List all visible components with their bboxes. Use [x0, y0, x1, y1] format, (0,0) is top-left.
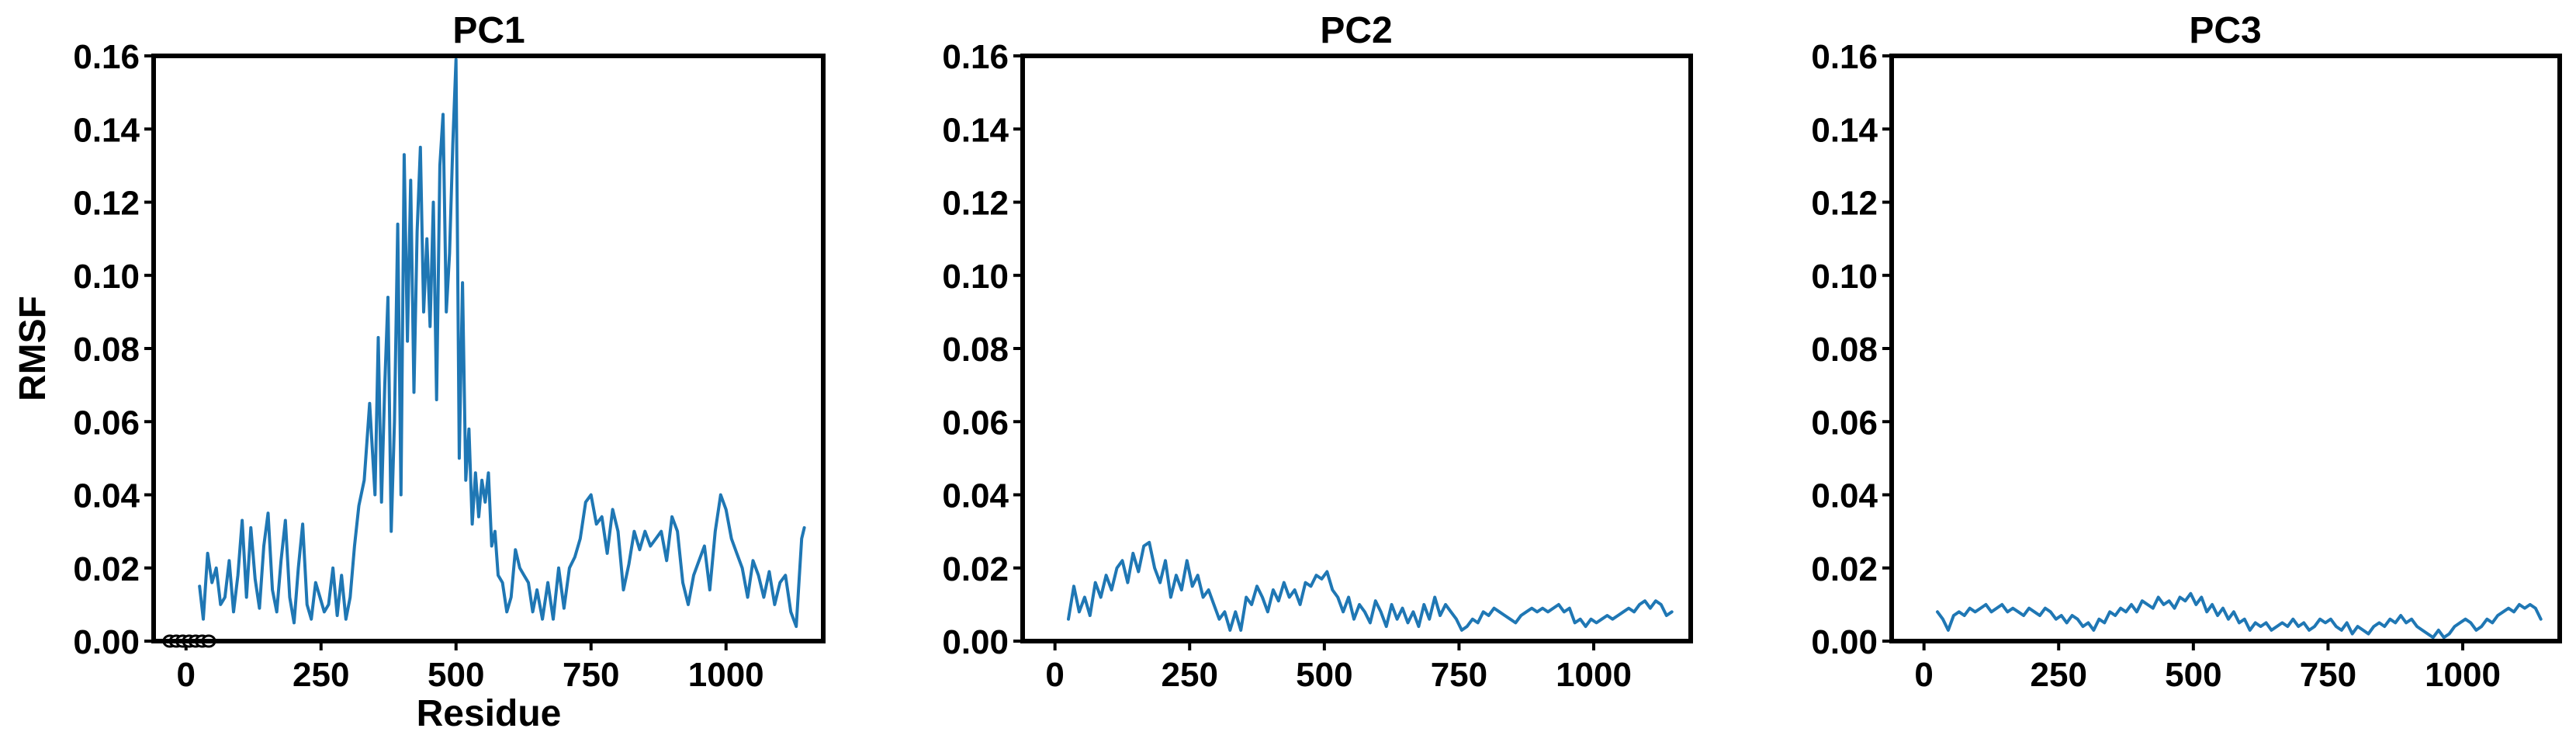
chart-panel-pc2: PC2 0 250 500 750 1000 0.00 0.02 0.04 0.06 0.08 0.… [942, 10, 1693, 694]
y-tick-label: 0.10 [942, 258, 1009, 296]
y-tick-label: 0.10 [73, 258, 140, 296]
plot-frame [151, 54, 826, 643]
chart-panel-pc3: PC3 0 250 500 750 1000 0.00 0.02 0.04 0.06 0.08 0.… [1811, 10, 2562, 694]
x-tick-label: 1000 [2425, 656, 2501, 694]
y-tick-label: 0.12 [942, 185, 1009, 223]
x-tick-label: 500 [428, 656, 484, 694]
axis-ticks: 0 250 500 750 1000 0.00 0.02 0.04 0.06 0.08 0.10 0.… [1811, 38, 2501, 694]
x-tick-label: 750 [1431, 656, 1487, 694]
y-tick-label: 0.00 [1811, 623, 1878, 661]
y-tick-label: 0.06 [1811, 404, 1878, 442]
data-marks [1067, 540, 1674, 632]
x-tick-label: 500 [2165, 656, 2221, 694]
y-tick-label: 0.12 [1811, 185, 1878, 223]
y-tick-label: 0.16 [942, 38, 1009, 76]
y-tick-label: 0.00 [942, 623, 1009, 661]
y-tick-label: 0.14 [1811, 111, 1878, 149]
x-tick-label: 500 [1296, 656, 1352, 694]
y-tick-label: 0.14 [942, 111, 1009, 149]
x-tick-label: 1000 [1556, 656, 1632, 694]
y-tick-label: 0.08 [1811, 331, 1878, 369]
y-tick-label: 0.04 [942, 477, 1009, 515]
plot-frame [1889, 54, 2562, 643]
chart-title: PC2 [1320, 10, 1392, 51]
x-tick-label: 1000 [688, 656, 764, 694]
x-tick-label: 750 [563, 656, 619, 694]
y-tick-label: 0.04 [1811, 477, 1878, 515]
chart-title: PC1 [452, 10, 525, 51]
x-tick-label: 750 [2300, 656, 2356, 694]
y-tick-label: 0.14 [73, 111, 140, 149]
x-tick-label: 0 [177, 656, 196, 694]
series-line [1936, 591, 2543, 640]
y-tick-label: 0.02 [942, 550, 1009, 588]
y-tick-label: 0.16 [1811, 38, 1878, 76]
x-tick-label: 250 [2031, 656, 2087, 694]
x-tick-label: 0 [1045, 656, 1064, 694]
y-tick-label: 0.12 [73, 185, 140, 223]
y-tick-label: 0.08 [942, 331, 1009, 369]
x-tick-label: 0 [1914, 656, 1933, 694]
y-tick-label: 0.10 [1811, 258, 1878, 296]
axis-ticks: 0 250 500 750 1000 0.00 0.02 0.04 0.06 0.08 0.10 0.… [73, 38, 763, 694]
series-line [1067, 540, 1674, 632]
y-tick-label: 0.04 [73, 477, 140, 515]
plot-frame [1020, 54, 1693, 643]
series-line [198, 57, 806, 629]
y-tick-label: 0.16 [73, 38, 140, 76]
x-tick-label: 250 [1162, 656, 1218, 694]
axis-ticks: 0 250 500 750 1000 0.00 0.02 0.04 0.06 0.08 0.10 0.… [942, 38, 1632, 694]
data-marks [1936, 591, 2543, 640]
x-tick-label: 250 [293, 656, 349, 694]
chart-panel-pc1: PC1 0 250 500 750 1000 0.00 0.02 0.04 0.06 0.08 0.… [12, 10, 826, 734]
y-tick-label: 0.06 [942, 404, 1009, 442]
y-tick-label: 0.06 [73, 404, 140, 442]
x-axis-label: Residue [417, 693, 562, 734]
chart-title: PC3 [2189, 10, 2261, 51]
y-tick-label: 0.00 [73, 623, 140, 661]
y-tick-label: 0.08 [73, 331, 140, 369]
y-tick-label: 0.02 [73, 550, 140, 588]
y-tick-label: 0.02 [1811, 550, 1878, 588]
y-axis-label: RMSF [12, 296, 54, 401]
